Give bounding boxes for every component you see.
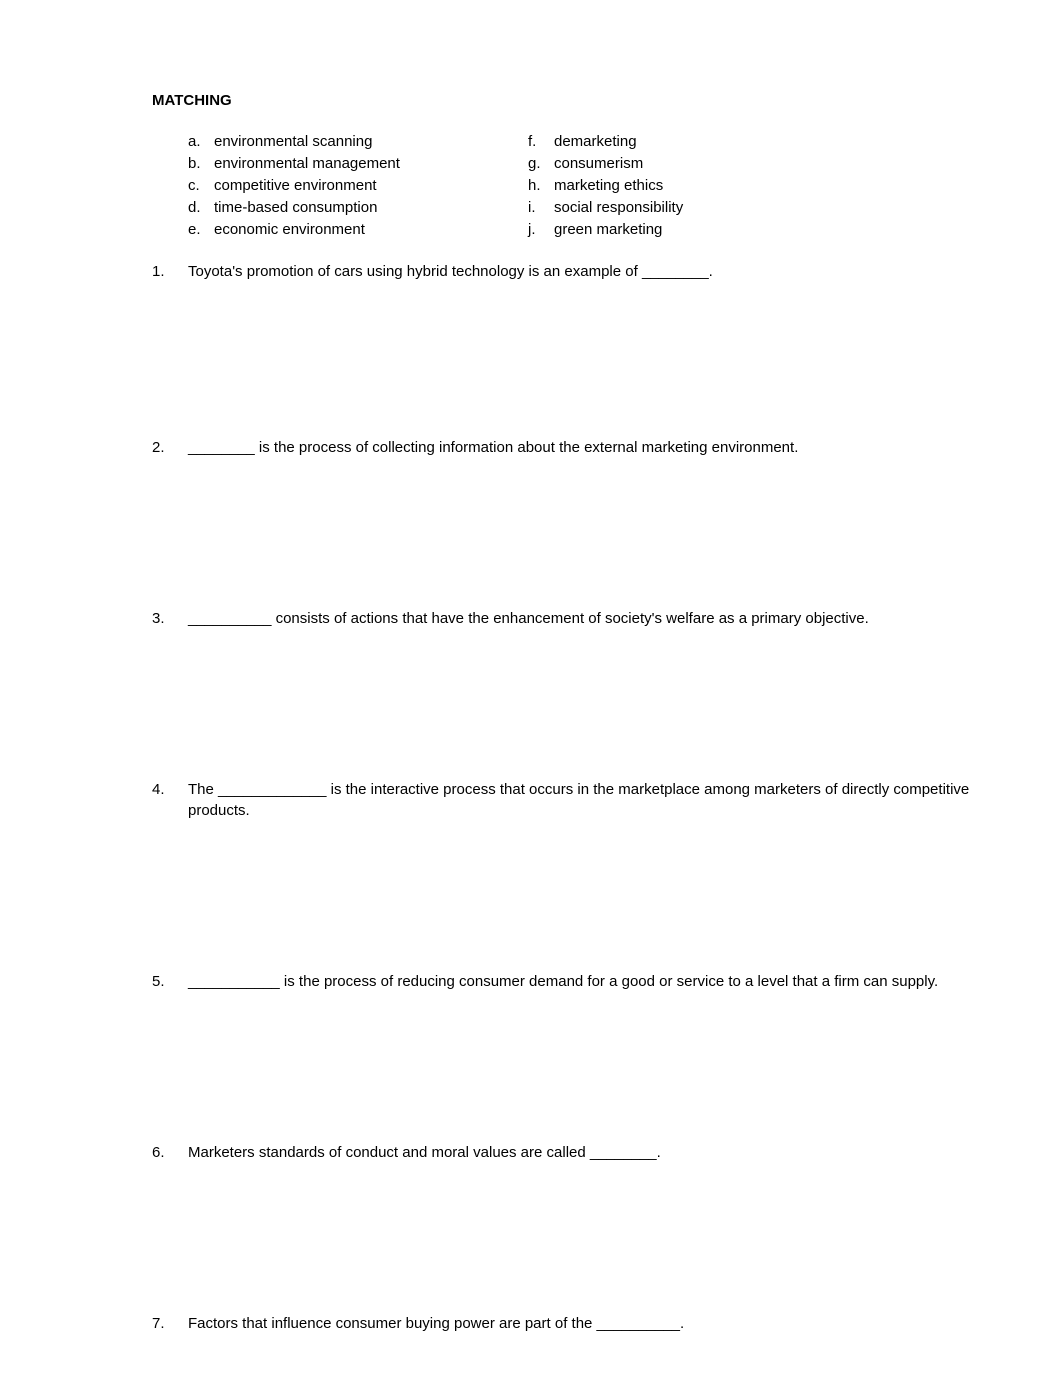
question-number: 1. bbox=[152, 261, 188, 282]
option-row: b. environmental management bbox=[188, 153, 528, 174]
option-letter: f. bbox=[528, 131, 554, 152]
option-row: j. green marketing bbox=[528, 219, 683, 240]
question-item: 4. The _____________ is the interactive … bbox=[152, 779, 1002, 821]
option-text: economic environment bbox=[214, 219, 528, 240]
option-row: d. time-based consumption bbox=[188, 197, 528, 218]
option-letter: b. bbox=[188, 153, 214, 174]
question-item: 6. Marketers standards of conduct and mo… bbox=[152, 1142, 1002, 1163]
matching-options: a. environmental scanning b. environment… bbox=[188, 131, 1002, 241]
question-number: 2. bbox=[152, 437, 188, 458]
question-number: 5. bbox=[152, 971, 188, 992]
option-text: time-based consumption bbox=[214, 197, 528, 218]
option-letter: g. bbox=[528, 153, 554, 174]
option-letter: e. bbox=[188, 219, 214, 240]
question-number: 3. bbox=[152, 608, 188, 629]
question-number: 4. bbox=[152, 779, 188, 821]
question-item: 7. Factors that influence consumer buyin… bbox=[152, 1313, 1002, 1334]
questions-list: 1. Toyota's promotion of cars using hybr… bbox=[152, 261, 1002, 1334]
question-text: ___________ is the process of reducing c… bbox=[188, 971, 1002, 992]
option-row: i. social responsibility bbox=[528, 197, 683, 218]
options-column-left: a. environmental scanning b. environment… bbox=[188, 131, 528, 241]
option-letter: h. bbox=[528, 175, 554, 196]
option-row: f. demarketing bbox=[528, 131, 683, 152]
option-text: competitive environment bbox=[214, 175, 528, 196]
options-column-right: f. demarketing g. consumerism h. marketi… bbox=[528, 131, 683, 241]
question-number: 6. bbox=[152, 1142, 188, 1163]
question-text: Factors that influence consumer buying p… bbox=[188, 1313, 1002, 1334]
question-text: The _____________ is the interactive pro… bbox=[188, 779, 1002, 821]
option-text: demarketing bbox=[554, 131, 683, 152]
question-number: 7. bbox=[152, 1313, 188, 1334]
option-text: social responsibility bbox=[554, 197, 683, 218]
option-row: c. competitive environment bbox=[188, 175, 528, 196]
question-item: 2. ________ is the process of collecting… bbox=[152, 437, 1002, 458]
option-letter: j. bbox=[528, 219, 554, 240]
option-text: environmental management bbox=[214, 153, 528, 174]
section-heading: MATCHING bbox=[152, 90, 1002, 111]
option-row: g. consumerism bbox=[528, 153, 683, 174]
option-text: marketing ethics bbox=[554, 175, 683, 196]
question-text: ________ is the process of collecting in… bbox=[188, 437, 1002, 458]
option-letter: d. bbox=[188, 197, 214, 218]
option-row: e. economic environment bbox=[188, 219, 528, 240]
option-text: consumerism bbox=[554, 153, 683, 174]
option-text: green marketing bbox=[554, 219, 683, 240]
option-row: a. environmental scanning bbox=[188, 131, 528, 152]
option-letter: i. bbox=[528, 197, 554, 218]
option-letter: a. bbox=[188, 131, 214, 152]
question-item: 1. Toyota's promotion of cars using hybr… bbox=[152, 261, 1002, 282]
question-text: Toyota's promotion of cars using hybrid … bbox=[188, 261, 1002, 282]
question-text: Marketers standards of conduct and moral… bbox=[188, 1142, 1002, 1163]
question-text: __________ consists of actions that have… bbox=[188, 608, 1002, 629]
option-row: h. marketing ethics bbox=[528, 175, 683, 196]
option-letter: c. bbox=[188, 175, 214, 196]
question-item: 5. ___________ is the process of reducin… bbox=[152, 971, 1002, 992]
question-item: 3. __________ consists of actions that h… bbox=[152, 608, 1002, 629]
option-text: environmental scanning bbox=[214, 131, 528, 152]
